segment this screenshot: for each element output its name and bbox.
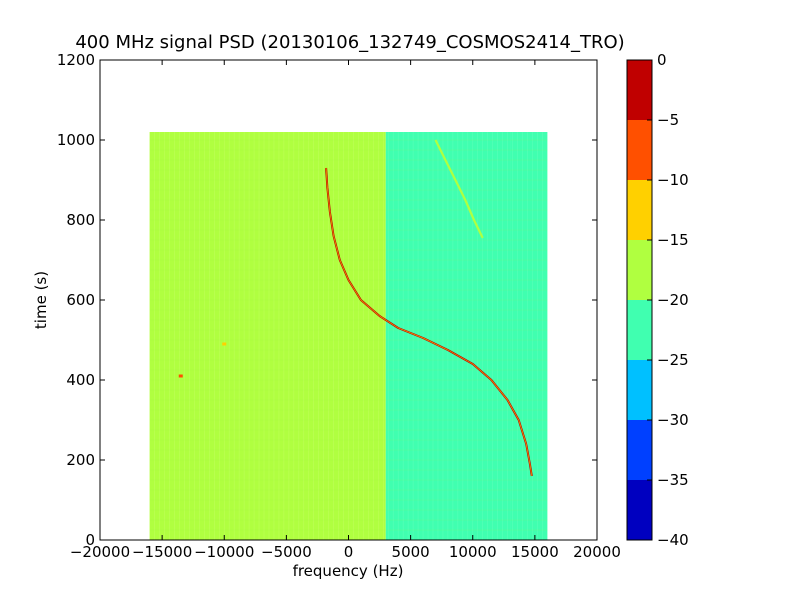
colorbar-tick-label: −40 [657, 531, 689, 549]
colorbar-tick-label: 0 [657, 51, 667, 69]
colorbar-tick-label: −15 [657, 231, 689, 249]
y-tick-label: 800 [66, 211, 95, 229]
x-tick-label: 15000 [511, 543, 559, 561]
colorbar-tick-label: −30 [657, 411, 689, 429]
x-tick-label: −20000 [70, 543, 130, 561]
y-tick-label: 0 [85, 531, 95, 549]
y-tick-label: 200 [66, 451, 95, 469]
y-axis-label: time (s) [32, 271, 50, 329]
colorbar-segment [627, 120, 652, 180]
colorbar-segment [627, 300, 652, 360]
x-tick-label: −10000 [194, 543, 254, 561]
colorbar-tick-label: −5 [657, 111, 679, 129]
colorbar-axis: −40 −35 −30 −25 −20 −15 −10 −5 0 [647, 51, 689, 549]
heatmap-region [149, 132, 386, 540]
colorbar [626, 59, 653, 541]
y-tick-label: 400 [66, 371, 95, 389]
signal-dot [178, 374, 183, 378]
x-tick-label: −15000 [132, 543, 192, 561]
colorbar-tick-label: −25 [657, 351, 689, 369]
x-tick-label: −5000 [261, 543, 312, 561]
x-tick-label: 20000 [573, 543, 621, 561]
colorbar-tick-label: −10 [657, 171, 689, 189]
heatmap-region [510, 132, 548, 540]
y-tick-label: 1000 [57, 131, 95, 149]
signal-trace [434, 139, 484, 239]
y-tick-label: 1200 [57, 51, 95, 69]
chart-title: 400 MHz signal PSD (20130106_132749_COSM… [75, 32, 624, 53]
plot-area [149, 132, 548, 541]
x-axis: −20000 −15000 −10000 −5000 0 5000 10000 15000 20… [70, 60, 621, 561]
colorbar-segment [627, 60, 652, 120]
x-tick-label: 0 [344, 543, 354, 561]
x-tick-label: 5000 [392, 543, 430, 561]
colorbar-segment [627, 420, 652, 480]
colorbar-tick-label: −35 [657, 471, 689, 489]
colorbar-segment [627, 180, 652, 240]
x-tick-label: 10000 [449, 543, 497, 561]
signal-dot [222, 342, 227, 346]
signal-trace-highlight [325, 167, 533, 477]
heatmap-texture [149, 132, 548, 541]
colorbar-segment [627, 480, 652, 540]
y-axis: 0 200 400 600 800 1000 1200 [57, 51, 597, 549]
colorbar-segment [627, 240, 652, 300]
colorbar-segment [627, 360, 652, 420]
colorbar-tick-label: −20 [657, 291, 689, 309]
x-axis-label: frequency (Hz) [293, 562, 404, 580]
y-tick-label: 600 [66, 291, 95, 309]
